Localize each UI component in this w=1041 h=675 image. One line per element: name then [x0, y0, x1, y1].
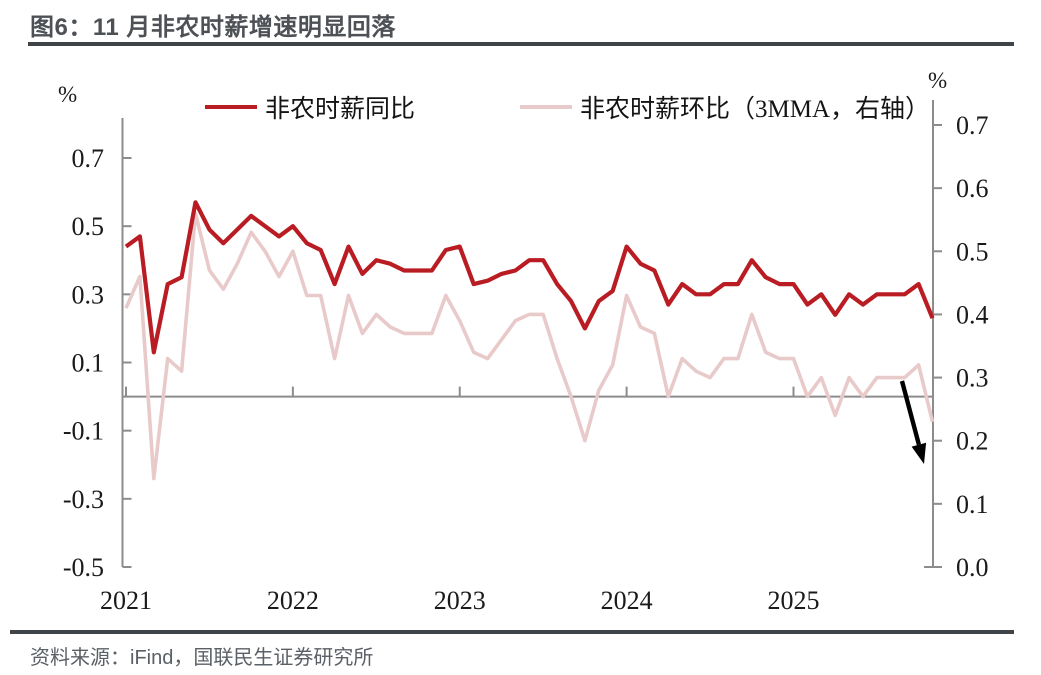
svg-text:0.3: 0.3	[72, 280, 105, 309]
svg-text:0.6: 0.6	[956, 174, 989, 203]
svg-text:-0.5: -0.5	[63, 553, 104, 582]
figure-title: 图6：11 月非农时薪增速明显回落	[30, 14, 396, 41]
x-axis-ticks: 2021 2022 2023 2024 2025	[100, 386, 819, 615]
right-axis-ticks: 0.7 0.6 0.5 0.4 0.3 0.2 0.1 0.0	[933, 111, 989, 582]
svg-text:2023: 2023	[434, 586, 486, 615]
left-axis-ticks: 0.7 0.5 0.3 0.1 -0.1 -0.3 -0.5	[63, 144, 132, 582]
svg-text:0.3: 0.3	[956, 364, 989, 393]
legend-item-series1: 非农时薪同比	[205, 92, 416, 123]
series2-line	[124, 211, 935, 481]
legend-line-series2-icon	[520, 105, 572, 109]
svg-text:0.5: 0.5	[956, 237, 989, 266]
svg-text:2024: 2024	[601, 586, 653, 615]
left-axis-unit: %	[58, 82, 77, 107]
legend-line-series1-icon	[205, 105, 257, 109]
svg-text:0.0: 0.0	[956, 553, 989, 582]
source-divider	[10, 630, 1014, 634]
svg-text:-0.1: -0.1	[63, 417, 104, 446]
svg-text:0.1: 0.1	[956, 490, 989, 519]
series1-line	[124, 200, 935, 355]
title-divider	[28, 42, 1014, 46]
svg-text:2025: 2025	[767, 586, 819, 615]
legend-label-series2: 非农时薪环比（3MMA，右轴）	[580, 96, 931, 123]
axis-lines	[121, 100, 941, 568]
svg-text:-0.3: -0.3	[63, 485, 104, 514]
svg-text:2021: 2021	[100, 586, 152, 615]
svg-text:0.4: 0.4	[956, 300, 989, 329]
svg-text:0.1: 0.1	[72, 348, 105, 377]
legend-label-series1: 非农时薪同比	[265, 96, 416, 123]
source-note: 资料来源：iFind，国联民生证券研究所	[30, 647, 374, 669]
right-axis-unit: %	[928, 68, 947, 93]
svg-text:0.2: 0.2	[956, 427, 989, 456]
svg-text:2022: 2022	[267, 586, 319, 615]
legend-item-series2: 非农时薪环比（3MMA，右轴）	[520, 92, 931, 123]
svg-text:0.5: 0.5	[72, 212, 105, 241]
svg-text:0.7: 0.7	[956, 111, 989, 140]
svg-text:0.7: 0.7	[72, 144, 105, 173]
down-arrow-icon	[899, 380, 927, 464]
